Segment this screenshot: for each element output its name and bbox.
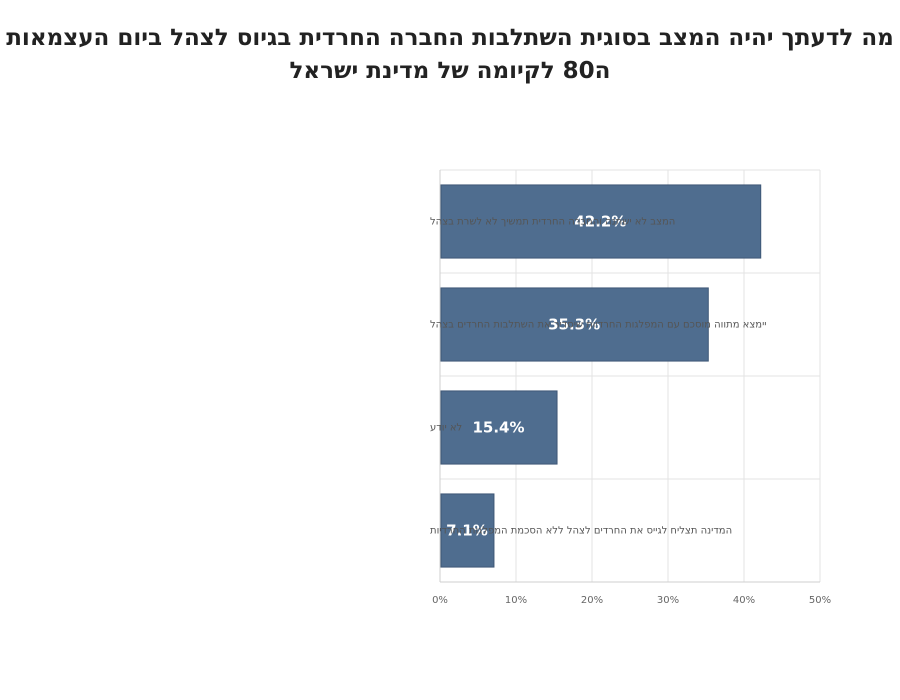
x-tick-label: 0% — [432, 595, 448, 606]
chart-title-line-2: ה80 לקיומה של מדינת ישראל — [289, 58, 611, 84]
chart-title: מה לדעתך יהיה המצב בסוגית השתלבות החברה … — [0, 22, 900, 88]
category-label: לא יודע — [430, 423, 462, 434]
bar-value-label: 42.2% — [574, 213, 626, 231]
category-label: יימצא מתווה מוסכם עם המפלגות החרדיות שיס… — [430, 320, 767, 331]
bar-value-label: 7.1% — [446, 522, 488, 540]
bar — [440, 184, 762, 259]
bar — [440, 287, 709, 362]
chart-title-line-1: מה לדעתך יהיה המצב בסוגית השתלבות החברה … — [6, 25, 894, 51]
bar — [440, 390, 558, 465]
bar-value-label: 15.4% — [472, 419, 524, 437]
bar — [440, 493, 495, 568]
x-tick-label: 20% — [581, 595, 603, 606]
x-tick-label: 50% — [809, 595, 831, 606]
category-label: המדינה תצליח לגייס את החרדים לצהל ללא הס… — [430, 526, 732, 537]
x-tick-label: 40% — [733, 595, 755, 606]
x-tick-label: 30% — [657, 595, 679, 606]
x-tick-label: 10% — [505, 595, 527, 606]
category-label: המצב לא ישתנה והחברה החרדית תמשיך לא לשר… — [430, 217, 675, 228]
bar-value-label: 35.3% — [548, 316, 600, 334]
